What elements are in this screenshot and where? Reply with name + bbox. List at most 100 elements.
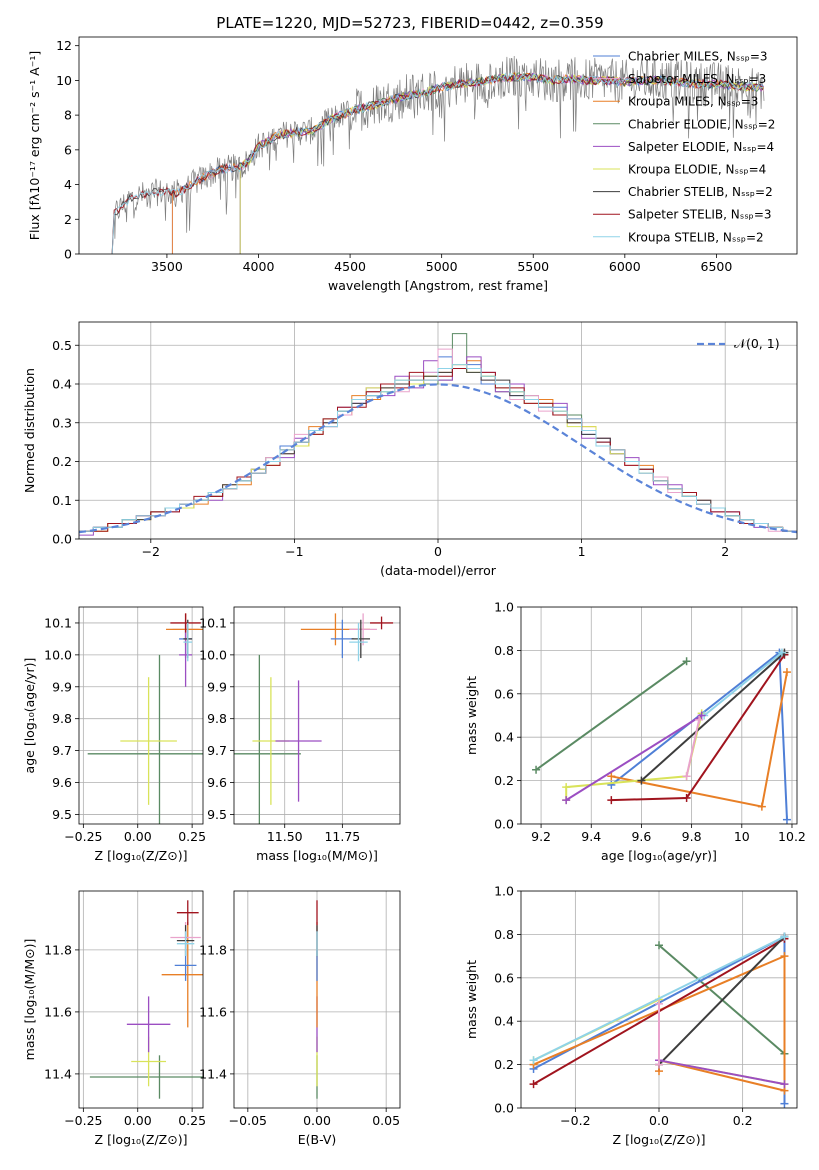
x-tick-label: 6000 bbox=[609, 259, 641, 274]
error-point-3 bbox=[275, 680, 322, 802]
y-tick-label: 10.1 bbox=[44, 615, 72, 630]
x-tick-label: 0.00 bbox=[124, 1113, 152, 1128]
plot-area bbox=[234, 891, 400, 1108]
x-tick-label: 4500 bbox=[334, 259, 366, 274]
y-tick-label: 11.8 bbox=[44, 942, 72, 957]
legend-label-1: Chabrier MILES, Nₛₛₚ=3 bbox=[628, 50, 768, 64]
y-tick-label: 9.8 bbox=[207, 711, 227, 726]
plus-marker bbox=[529, 1056, 538, 1065]
y-tick-label: 0.0 bbox=[52, 532, 72, 547]
x-axis-label: (data-model)/error bbox=[380, 563, 497, 578]
x-tick-label: 0.00 bbox=[303, 1113, 331, 1128]
error-point-8 bbox=[176, 931, 195, 957]
panel-2: −2 −1 0 1 2 0.0 0.1 0.2 0.3 0.4 0.5 (data-model)/er… bbox=[22, 321, 798, 578]
plus-marker bbox=[757, 802, 766, 811]
y-axis-label: mass weight bbox=[464, 960, 479, 1039]
plus-marker bbox=[782, 668, 791, 677]
x-tick-label: 10 bbox=[734, 829, 750, 844]
error-point-5 bbox=[349, 613, 377, 646]
x-tick-label: 0.05 bbox=[372, 1113, 400, 1128]
y-tick-label: 0.6 bbox=[494, 686, 514, 701]
x-tick-label: 0 bbox=[434, 544, 442, 559]
y-tick-label: 6 bbox=[64, 142, 72, 157]
x-tick-label: 0.25 bbox=[178, 829, 206, 844]
error-point-9 bbox=[183, 622, 193, 662]
x-tick-label: 9.8 bbox=[682, 829, 702, 844]
plus-marker bbox=[782, 815, 791, 824]
x-tick-label: 9.4 bbox=[581, 829, 601, 844]
gaussian-curve bbox=[79, 383, 797, 534]
x-tick-label: 5000 bbox=[426, 259, 458, 274]
y-tick-label: 0.8 bbox=[494, 643, 514, 658]
y-tick-label: 9.5 bbox=[207, 807, 227, 822]
plot-area bbox=[79, 891, 203, 1108]
x-axis-label: Z [log₁₀(Z/Z⊙)] bbox=[95, 848, 188, 863]
plot-area bbox=[521, 607, 797, 824]
y-tick-label: 0.2 bbox=[52, 454, 72, 469]
y-tick-label: 10.1 bbox=[199, 615, 227, 630]
error-point-7 bbox=[170, 613, 201, 633]
y-tick-label: 10.0 bbox=[44, 647, 72, 662]
plus-marker bbox=[655, 999, 663, 1008]
legend-label-8: Salpeter STELIB, Nₛₛₚ=3 bbox=[628, 208, 772, 222]
y-tick-label: 0.0 bbox=[494, 1101, 514, 1116]
y-tick-label: 8 bbox=[64, 108, 72, 123]
y-tick-label: 9.6 bbox=[207, 775, 227, 790]
error-point-6 bbox=[179, 622, 193, 687]
plus-marker bbox=[697, 711, 706, 720]
panel-4: 11.50 11.75 9.5 9.6 9.7 9.8 9.9 10.0 10.1 mass [l… bbox=[199, 606, 401, 863]
y-tick-label: 0.2 bbox=[494, 773, 514, 788]
x-tick-label: −0.2 bbox=[560, 1113, 590, 1128]
y-tick-label: 0.2 bbox=[494, 1057, 514, 1072]
y-tick-label: 9.7 bbox=[207, 743, 227, 758]
x-tick-label: 5500 bbox=[517, 259, 549, 274]
histogram-step-9 bbox=[79, 364, 797, 539]
weight-line-8 bbox=[658, 1059, 785, 1086]
y-tick-label: 9.9 bbox=[52, 679, 72, 694]
panel-1: 3500 4000 4500 5000 5500 6000 6500 0 2 4 6 8 10 12 wav… bbox=[27, 36, 798, 293]
x-tick-label: 4000 bbox=[243, 259, 275, 274]
x-tick-label: 0.0 bbox=[649, 1113, 669, 1128]
y-tick-label: 0.5 bbox=[52, 338, 72, 353]
panel-6: −0.25 0.00 0.25 11.4 11.6 11.8 Z [log₁₀(Z/Z⊙)]… bbox=[22, 890, 206, 1147]
legend-label-6: Kroupa ELODIE, Nₛₛₚ=4 bbox=[628, 163, 766, 177]
x-tick-label: 9.2 bbox=[531, 829, 551, 844]
axes-frame bbox=[520, 606, 798, 825]
legend-label-gaussian: 𝒩(0, 1) bbox=[734, 336, 780, 351]
plus-marker bbox=[607, 796, 616, 805]
axes-frame bbox=[520, 890, 798, 1109]
axes-frame bbox=[233, 606, 401, 825]
y-tick-label: 1.0 bbox=[494, 600, 514, 615]
x-axis-label: age [log₁₀(age/yr)] bbox=[601, 848, 717, 863]
x-tick-label: −0.25 bbox=[64, 1113, 102, 1128]
error-point-1 bbox=[87, 654, 203, 824]
plus-marker bbox=[607, 772, 616, 781]
x-tick-label: 2 bbox=[721, 544, 729, 559]
axes-frame bbox=[233, 890, 401, 1109]
x-tick-label: 3500 bbox=[151, 259, 183, 274]
y-axis-label: Normed distribution bbox=[22, 368, 37, 493]
panel-8: −0.2 0.0 0.2 0.0 0.2 0.4 0.6 0.8 1.0 Z [log₁₀(Z/Z… bbox=[464, 884, 798, 1147]
plus-marker bbox=[637, 776, 646, 785]
x-tick-label: 9.6 bbox=[631, 829, 651, 844]
weight-line-1 bbox=[535, 660, 688, 771]
y-tick-label: 2 bbox=[64, 212, 72, 227]
model-line-9 bbox=[111, 72, 763, 254]
y-tick-label: 11.4 bbox=[44, 1066, 72, 1081]
weight-line-7 bbox=[703, 651, 783, 717]
legend: Chabrier MILES, Nₛₛₚ=3 Salpeter MILES, Nₛ… bbox=[593, 50, 775, 244]
plot-area bbox=[79, 322, 797, 539]
plus-marker bbox=[780, 932, 789, 941]
y-axis-label: age [log₁₀(age/yr)] bbox=[22, 658, 37, 774]
weight-line-8 bbox=[565, 714, 703, 801]
x-tick-label: 0.2 bbox=[733, 1113, 753, 1128]
plus-marker bbox=[780, 1099, 789, 1108]
y-tick-label: 11.6 bbox=[44, 1004, 72, 1019]
plus-marker bbox=[655, 941, 663, 950]
y-tick-label: 9.9 bbox=[207, 679, 227, 694]
y-tick-label: 0.3 bbox=[52, 415, 72, 430]
x-tick-label: 11.75 bbox=[324, 829, 360, 844]
x-tick-label: 6500 bbox=[701, 259, 733, 274]
plot-area bbox=[234, 607, 400, 824]
